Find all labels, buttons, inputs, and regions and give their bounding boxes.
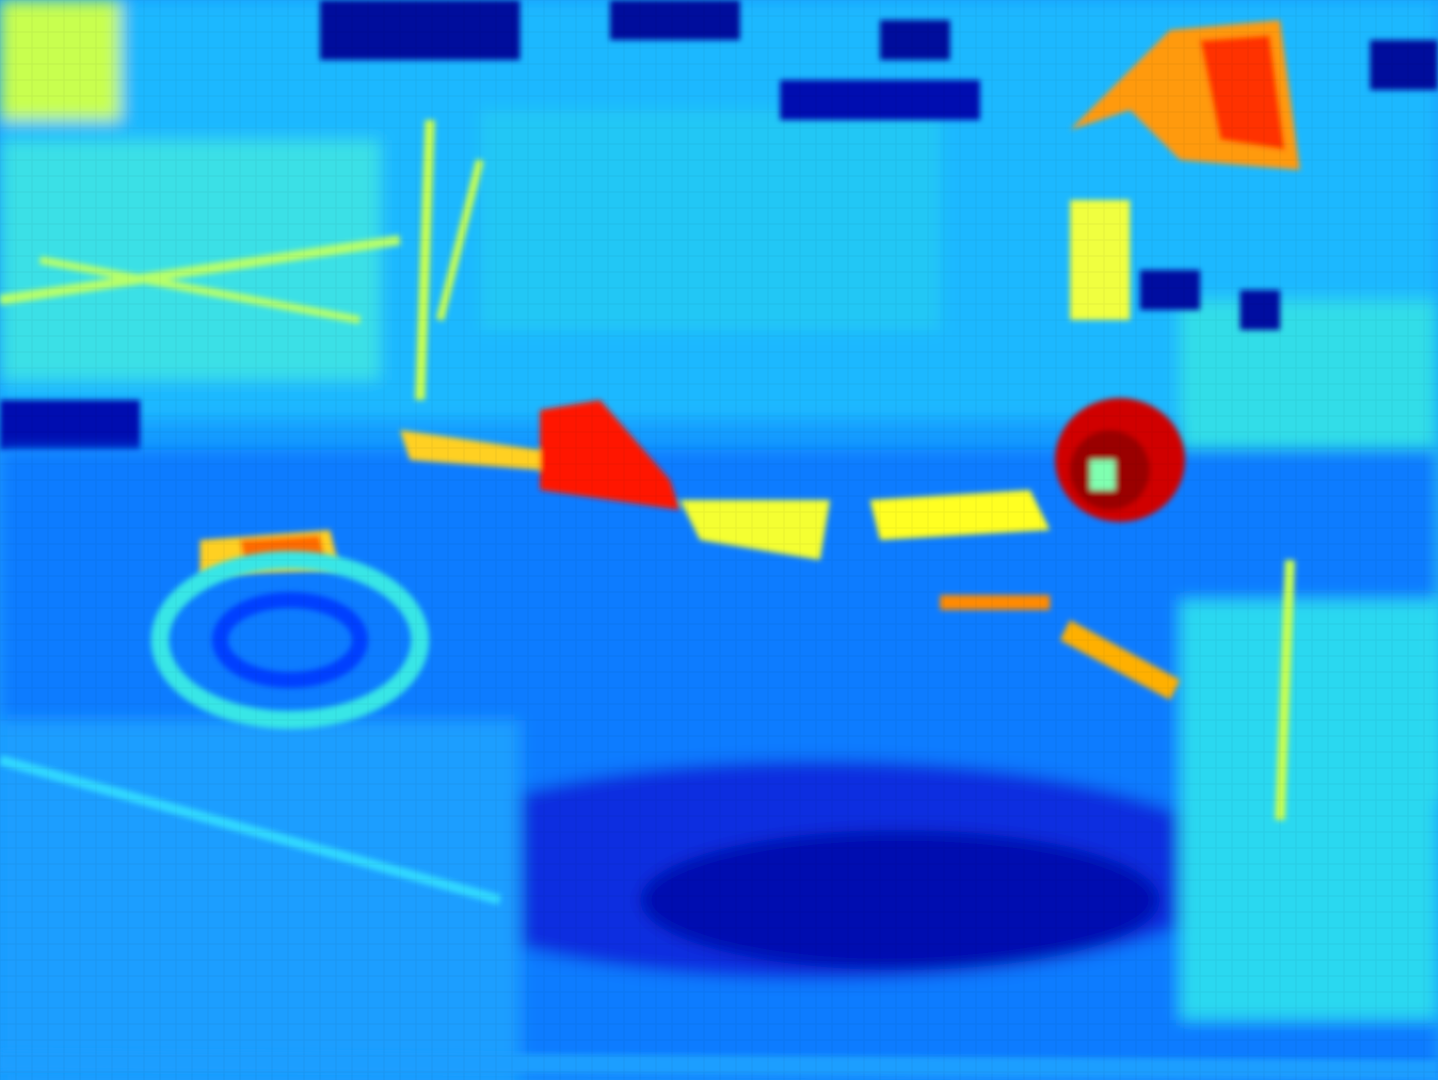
pixelation-overlay — [0, 0, 1438, 1080]
heatmap-scene — [0, 0, 1438, 1080]
heatmap-image — [0, 0, 1438, 1080]
